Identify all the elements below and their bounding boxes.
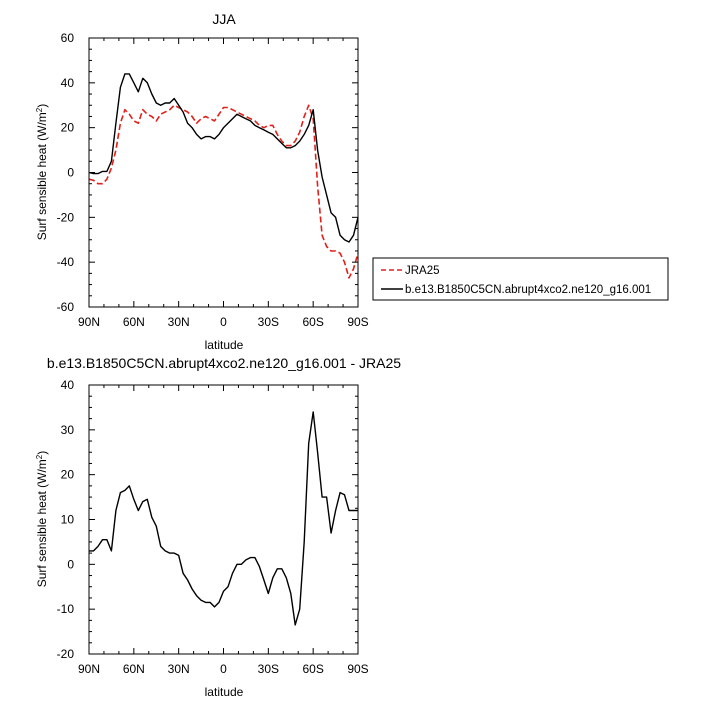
axis-ticks: 90N 60N 30N 0 30S 60S 90S -60 -40 -20 0 20 40 60 bbox=[57, 31, 369, 329]
x-tick-label: 60S bbox=[302, 315, 323, 329]
y-axis-label-close: ) bbox=[35, 451, 49, 455]
y-tick-label: -10 bbox=[57, 602, 75, 616]
y-tick-label: 0 bbox=[67, 557, 74, 571]
x-tick-label: 30N bbox=[168, 315, 190, 329]
y-tick-label: 40 bbox=[61, 378, 75, 392]
y-tick-label: -20 bbox=[57, 647, 75, 661]
series-line bbox=[88, 104, 359, 279]
y-tick-label: 10 bbox=[61, 513, 75, 527]
bottom-chart: b.e13.B1850C5CN.abrupt4xco2.ne120_g16.00… bbox=[35, 355, 402, 699]
y-tick-label: 60 bbox=[61, 31, 75, 45]
y-axis-label-main: Surf sensible heat (W/m bbox=[35, 459, 49, 587]
x-axis-label: latitude bbox=[205, 338, 244, 352]
y-axis-label-close: ) bbox=[35, 104, 49, 108]
plot-frame bbox=[88, 37, 359, 308]
y-axis-label: Surf sensible heat (W/m2) bbox=[35, 104, 50, 241]
series-group bbox=[88, 73, 359, 279]
y-tick-label: 20 bbox=[61, 468, 75, 482]
series-group bbox=[89, 411, 358, 626]
top-chart: JJA 90N 60N 30N 0 30S 60S 90S-60-40-200204060 … bbox=[35, 11, 669, 352]
x-tick-label: 90S bbox=[347, 315, 368, 329]
y-tick-label: 20 bbox=[61, 121, 75, 135]
x-tick-label: 0 bbox=[220, 662, 227, 676]
legend-entry-model: b.e13.B1850C5CN.abrupt4xco2.ne120_g16.00… bbox=[405, 284, 651, 296]
y-axis-label: Surf sensible heat (W/m2) bbox=[35, 451, 50, 588]
y-tick-label: -60 bbox=[57, 300, 75, 314]
x-tick-label: 90N bbox=[78, 315, 100, 329]
x-tick-label: 90N bbox=[78, 662, 100, 676]
legend: JRA25 b.e13.B1850C5CN.abrupt4xco2.ne120_… bbox=[372, 257, 669, 301]
y-axis-label-main: Surf sensible heat (W/m bbox=[35, 112, 49, 240]
x-tick-label: 90S bbox=[347, 662, 368, 676]
x-tick-label: 30S bbox=[258, 662, 279, 676]
legend-entry-jra25: JRA25 bbox=[405, 265, 440, 277]
x-tick-label: 60N bbox=[123, 662, 145, 676]
axis-ticks: 90N 60N 30N 0 30S 60S 90S -20 -10 0 10 20 30 40 bbox=[57, 378, 369, 676]
chart-title: JJA bbox=[212, 11, 236, 27]
y-tick-label: -40 bbox=[57, 255, 75, 269]
y-tick-label: -20 bbox=[57, 210, 75, 224]
y-tick-label: 40 bbox=[61, 76, 75, 90]
y-axis-label-superscript: 2 bbox=[35, 454, 44, 459]
series-line bbox=[88, 73, 359, 243]
chart-title: b.e13.B1850C5CN.abrupt4xco2.ne120_g16.00… bbox=[47, 355, 401, 371]
plot-frame bbox=[88, 384, 359, 655]
y-tick-label: 30 bbox=[61, 423, 75, 437]
y-tick-label: 0 bbox=[67, 166, 74, 180]
x-tick-label: 30N bbox=[168, 662, 190, 676]
x-tick-label: 30S bbox=[258, 315, 279, 329]
legend-box bbox=[372, 257, 669, 301]
x-tick-label: 0 bbox=[220, 315, 227, 329]
y-axis-label-superscript: 2 bbox=[35, 107, 44, 112]
series-line bbox=[89, 411, 358, 626]
x-axis-label: latitude bbox=[205, 685, 244, 699]
x-tick-label: 60S bbox=[302, 662, 323, 676]
x-tick-label: 60N bbox=[123, 315, 145, 329]
